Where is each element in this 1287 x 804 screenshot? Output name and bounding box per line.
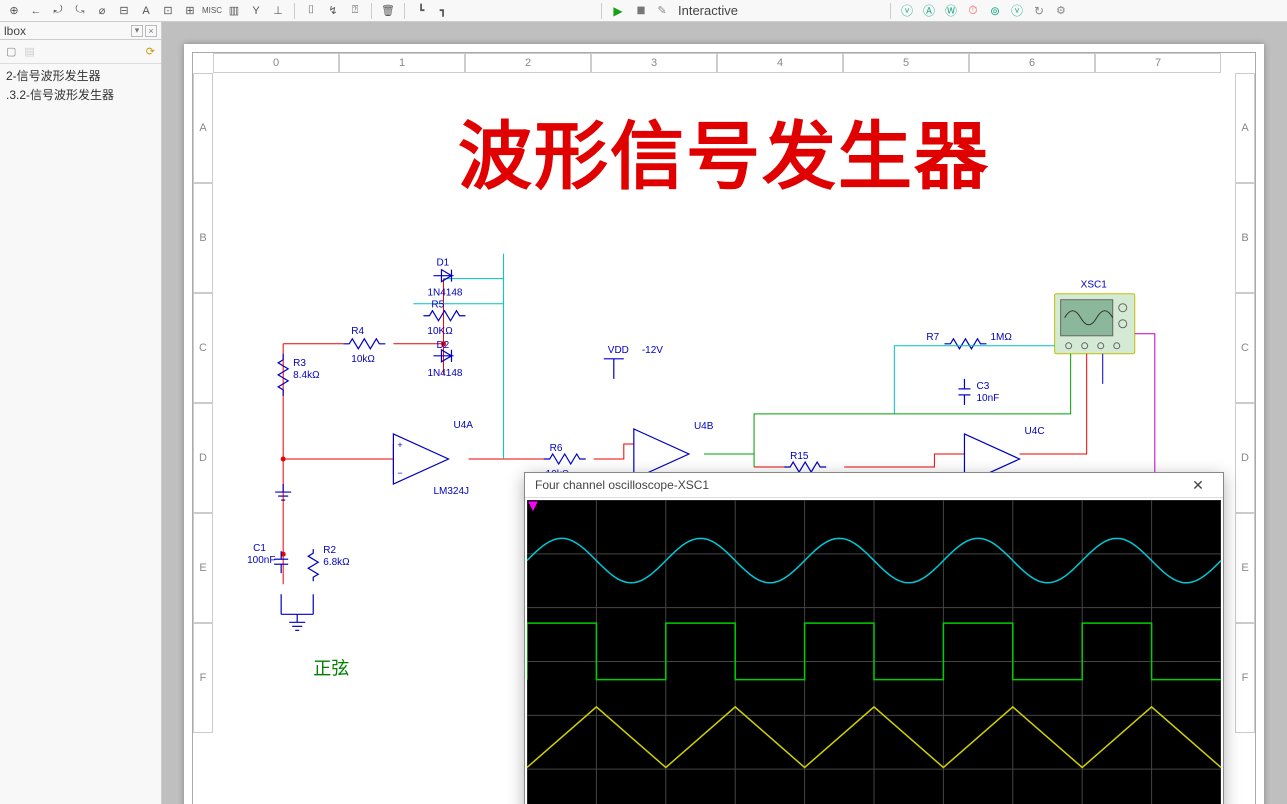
svg-text:1MΩ: 1MΩ xyxy=(991,332,1013,343)
probe-icon[interactable]: ⓥ xyxy=(1007,2,1027,20)
oscilloscope-screen xyxy=(527,500,1221,804)
panel-close-icon[interactable]: × xyxy=(145,25,157,37)
svg-text:U4B: U4B xyxy=(694,421,714,432)
oscilloscope-window[interactable]: Four channel oscilloscope-XSC1 ✕ xyxy=(524,472,1224,804)
tool-icon[interactable]: MISC xyxy=(202,2,222,20)
toolbox-iconbar: ▢ ▤ ⟳ xyxy=(0,40,161,64)
svg-text:R4: R4 xyxy=(351,326,364,337)
new-sheet-icon[interactable]: ▢ xyxy=(6,45,16,58)
svg-text:XSC1: XSC1 xyxy=(1081,280,1108,291)
design-list: 2-信号波形发生器 .3.2-信号波形发生器 xyxy=(0,64,161,106)
svg-text:100nF: 100nF xyxy=(247,555,275,566)
svg-text:LM324J: LM324J xyxy=(433,486,469,497)
probe-icon[interactable]: ⊚ xyxy=(985,2,1005,20)
oscilloscope-titlebar[interactable]: Four channel oscilloscope-XSC1 ✕ xyxy=(525,473,1223,498)
probe-icon[interactable]: ⏱ xyxy=(963,2,983,20)
svg-text:+: + xyxy=(397,440,402,450)
tool-icon[interactable]: ↯ xyxy=(323,2,343,20)
pause-button[interactable]: ▮▮ xyxy=(630,2,650,20)
svg-text:R2: R2 xyxy=(323,545,336,556)
trash-icon[interactable]: 🗑 xyxy=(378,2,398,20)
tool-icon[interactable]: ⊡ xyxy=(158,2,178,20)
tool-icon[interactable]: ⍰ xyxy=(345,2,365,20)
svg-text:1N4148: 1N4148 xyxy=(427,288,462,299)
svg-text:R6: R6 xyxy=(550,443,563,454)
separator xyxy=(404,3,405,19)
svg-text:10KΩ: 10KΩ xyxy=(427,326,453,337)
tool-icon[interactable]: ⊞ xyxy=(180,2,200,20)
separator xyxy=(890,3,891,19)
oscilloscope-svg xyxy=(527,500,1221,804)
tool-icon[interactable]: ▥ xyxy=(224,2,244,20)
settings-icon[interactable]: ⚙ xyxy=(1051,2,1071,20)
tool-icon[interactable]: ⊕ xyxy=(4,2,24,20)
svg-text:−: − xyxy=(397,468,402,478)
svg-text:D1: D1 xyxy=(436,258,449,269)
toolbox-title: lbox xyxy=(4,24,26,38)
probe-icon[interactable]: Ⓦ xyxy=(941,2,961,20)
svg-text:R7: R7 xyxy=(926,332,939,343)
folder-icon[interactable]: ▤ xyxy=(24,45,34,58)
svg-text:U4C: U4C xyxy=(1025,426,1045,437)
probe-icon[interactable]: ⓥ xyxy=(897,2,917,20)
svg-text:C3: C3 xyxy=(976,381,989,392)
run-button[interactable]: ▶ xyxy=(608,2,628,20)
svg-text:6.8kΩ: 6.8kΩ xyxy=(323,557,350,568)
probe-icon[interactable]: Ⓐ xyxy=(919,2,939,20)
top-toolbar: ⊕ ← ⤾ ⤿ ⌀ ⊟ A ⊡ ⊞ MISC ▥ Y ⊥ ⌷ ↯ ⍰ 🗑 ┗ ┓… xyxy=(0,0,1287,22)
svg-text:-12V: -12V xyxy=(642,345,663,356)
tool-icon[interactable]: Y xyxy=(246,2,266,20)
svg-text:8.4kΩ: 8.4kΩ xyxy=(293,370,320,381)
tool-icon[interactable]: ⊟ xyxy=(114,2,134,20)
design-item[interactable]: .3.2-信号波形发生器 xyxy=(4,85,157,104)
tool-icon[interactable]: ┓ xyxy=(433,2,453,20)
svg-text:VDD: VDD xyxy=(608,345,629,356)
tool-icon[interactable]: ┗ xyxy=(411,2,431,20)
svg-text:R5: R5 xyxy=(431,300,444,311)
svg-text:C1: C1 xyxy=(253,543,266,554)
close-button[interactable]: ✕ xyxy=(1183,474,1213,496)
sim-mode-label: Interactive xyxy=(674,3,742,18)
toolbox-header: lbox ▾ × xyxy=(0,22,161,40)
refresh-icon[interactable]: ⟳ xyxy=(146,45,155,58)
tool-icon[interactable]: ⌷ xyxy=(301,2,321,20)
probe-icon[interactable]: ↻ xyxy=(1029,2,1049,20)
svg-text:D2: D2 xyxy=(436,340,449,351)
tool-icon[interactable]: ⊥ xyxy=(268,2,288,20)
tool-icon[interactable]: A xyxy=(136,2,156,20)
workspace: 0 1 2 3 4 5 6 7 A B C D E F A B C D E F … xyxy=(162,22,1287,804)
toolbox-panel: lbox ▾ × ▢ ▤ ⟳ 2-信号波形发生器 .3.2-信号波形发生器 xyxy=(0,22,162,804)
tool-icon[interactable]: ⤾ xyxy=(48,2,68,20)
svg-text:R3: R3 xyxy=(293,358,306,369)
separator xyxy=(371,3,372,19)
svg-text:10kΩ: 10kΩ xyxy=(351,354,375,365)
separator xyxy=(601,3,602,19)
oscilloscope-title-text: Four channel oscilloscope-XSC1 xyxy=(535,478,709,492)
svg-text:正弦: 正弦 xyxy=(313,658,349,678)
tool-icon[interactable]: ⤿ xyxy=(70,2,90,20)
tool-icon[interactable]: ⌀ xyxy=(92,2,112,20)
tool-icon[interactable]: ← xyxy=(26,2,46,20)
svg-text:10nF: 10nF xyxy=(976,393,999,404)
separator xyxy=(294,3,295,19)
design-item[interactable]: 2-信号波形发生器 xyxy=(4,66,157,85)
panel-dropdown-icon[interactable]: ▾ xyxy=(131,25,143,37)
svg-text:R15: R15 xyxy=(790,451,809,462)
svg-text:1N4148: 1N4148 xyxy=(427,368,462,379)
svg-text:U4A: U4A xyxy=(453,420,473,431)
interactive-icon[interactable]: ✎ xyxy=(652,2,672,20)
